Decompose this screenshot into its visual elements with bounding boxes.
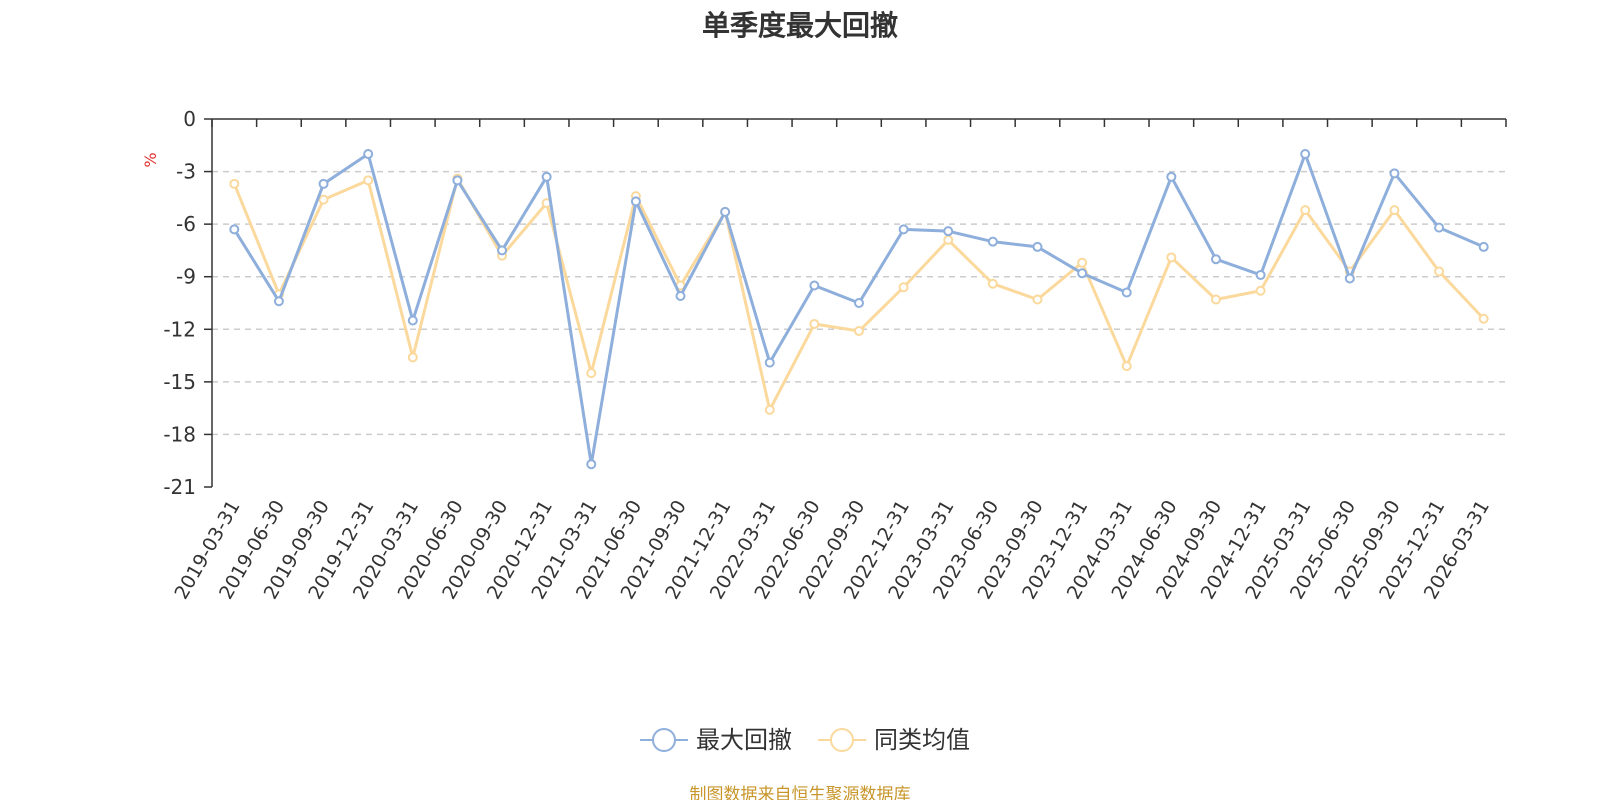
data-point xyxy=(1300,149,1311,160)
data-point xyxy=(987,236,998,247)
series-line-1 xyxy=(233,152,1485,466)
data-point xyxy=(943,226,954,237)
data-point xyxy=(1210,294,1221,305)
data-point xyxy=(318,178,329,189)
data-point xyxy=(586,368,597,379)
data-point xyxy=(229,178,240,189)
data-point xyxy=(363,149,374,160)
data-point xyxy=(764,404,775,415)
data-point xyxy=(1032,241,1043,252)
source-note: 制图数据来自恒生聚源数据库 xyxy=(689,785,911,800)
data-point xyxy=(1121,287,1132,298)
y-axis-label: % xyxy=(141,152,160,167)
data-point xyxy=(318,194,329,205)
data-point xyxy=(1344,273,1355,284)
data-point xyxy=(1077,268,1088,279)
data-point xyxy=(764,357,775,368)
y-tick-label: -21 xyxy=(163,475,196,499)
data-point xyxy=(987,278,998,289)
data-point xyxy=(1255,269,1266,280)
data-point xyxy=(452,175,463,186)
data-point xyxy=(1121,361,1132,372)
data-point xyxy=(497,245,508,256)
data-point xyxy=(1210,254,1221,265)
data-point xyxy=(363,175,374,186)
data-point xyxy=(1166,171,1177,182)
data-point xyxy=(1032,294,1043,305)
y-tick-label: -9 xyxy=(176,265,196,289)
data-point xyxy=(854,326,864,337)
data-point xyxy=(943,234,954,245)
data-point xyxy=(407,315,418,326)
data-point xyxy=(586,459,597,470)
data-point xyxy=(630,196,641,207)
data-point xyxy=(809,319,820,330)
legend-marker-2 xyxy=(830,728,854,752)
legend-label-2: 同类均值 xyxy=(874,726,970,754)
data-point xyxy=(229,224,240,235)
data-point xyxy=(1166,252,1177,263)
legend-label-1: 最大回撤 xyxy=(696,726,792,754)
data-point xyxy=(541,171,552,182)
data-point xyxy=(898,282,909,293)
data-point xyxy=(1077,257,1088,268)
data-point xyxy=(1434,222,1445,233)
data-point xyxy=(1389,168,1400,179)
data-point xyxy=(809,280,820,291)
data-point xyxy=(273,296,284,307)
y-tick-label: 0 xyxy=(183,107,196,131)
y-tick-label: -18 xyxy=(163,422,196,446)
data-point xyxy=(1300,205,1311,216)
data-point xyxy=(1434,266,1445,277)
data-point xyxy=(1478,313,1489,324)
y-tick-label: -3 xyxy=(176,160,196,184)
data-point xyxy=(1389,205,1400,216)
data-point xyxy=(675,290,686,301)
data-point xyxy=(898,224,909,235)
data-point xyxy=(1478,241,1489,252)
data-point xyxy=(720,206,731,217)
data-point xyxy=(407,352,418,363)
y-tick-label: -15 xyxy=(163,370,196,394)
chart-title: 单季度最大回撤 xyxy=(701,9,898,42)
y-tick-label: -6 xyxy=(176,212,196,236)
data-point xyxy=(1255,285,1266,296)
legend-marker-1 xyxy=(652,728,676,752)
y-tick-label: -12 xyxy=(163,317,196,341)
data-point xyxy=(854,298,864,308)
